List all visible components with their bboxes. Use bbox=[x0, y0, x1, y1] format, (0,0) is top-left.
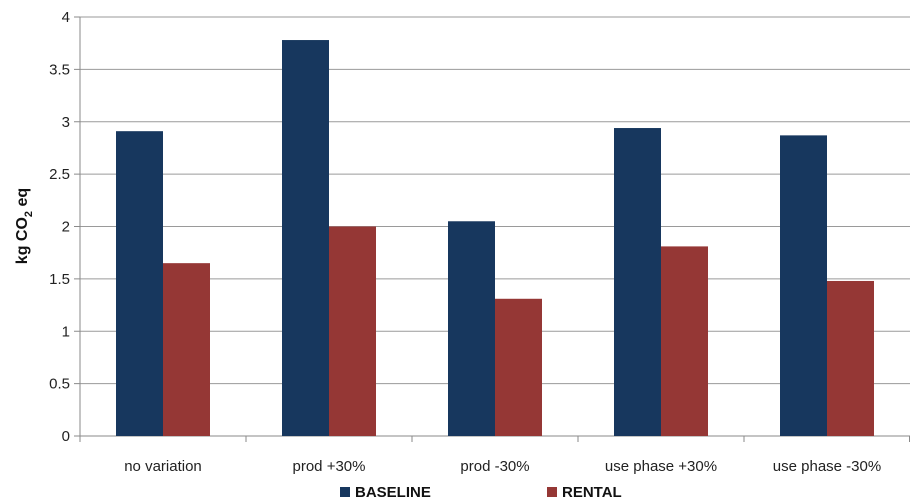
x-category-label: prod +30% bbox=[293, 458, 366, 475]
x-category-label: use phase -30% bbox=[773, 458, 881, 475]
y-tick-label: 2 bbox=[62, 219, 70, 236]
legend-label-baseline: BASELINE bbox=[355, 484, 431, 501]
x-category-labels: no variation prod +30% prod -30% use phase … bbox=[124, 458, 881, 475]
bar-rental bbox=[163, 263, 210, 436]
y-tick-label: 2.5 bbox=[49, 166, 70, 183]
bars bbox=[116, 40, 874, 437]
bar-baseline bbox=[116, 131, 163, 437]
x-category-label: no variation bbox=[124, 458, 202, 475]
bar-rental bbox=[329, 226, 376, 436]
bar-rental bbox=[827, 280, 874, 436]
bar-rental bbox=[495, 298, 542, 436]
y-tick-label: 3 bbox=[62, 114, 70, 131]
y-tick-label: 4 bbox=[62, 9, 70, 26]
bar-baseline bbox=[448, 221, 495, 436]
y-tick-label: 0 bbox=[62, 428, 70, 445]
legend-label-rental: RENTAL bbox=[562, 484, 622, 501]
y-tick-label: 1.5 bbox=[49, 271, 70, 288]
x-category-label: prod -30% bbox=[460, 458, 529, 475]
y-tick-label: 1 bbox=[62, 323, 70, 340]
y-tick-label: 3.5 bbox=[49, 61, 70, 78]
legend-swatch-rental bbox=[547, 487, 557, 497]
bar-baseline bbox=[614, 128, 661, 436]
bar-baseline bbox=[282, 40, 329, 437]
y-tick-labels: 0 0.5 1 1.5 2 2.5 3 3.5 4 bbox=[49, 9, 70, 445]
legend: BASELINE RENTAL bbox=[340, 484, 622, 501]
x-category-label: use phase +30% bbox=[605, 458, 717, 475]
y-axis-title: kg CO2 eq bbox=[14, 188, 35, 264]
bar-rental bbox=[661, 246, 708, 436]
legend-swatch-baseline bbox=[340, 487, 350, 497]
y-tick-label: 0.5 bbox=[49, 376, 70, 393]
bar-baseline bbox=[780, 135, 827, 436]
